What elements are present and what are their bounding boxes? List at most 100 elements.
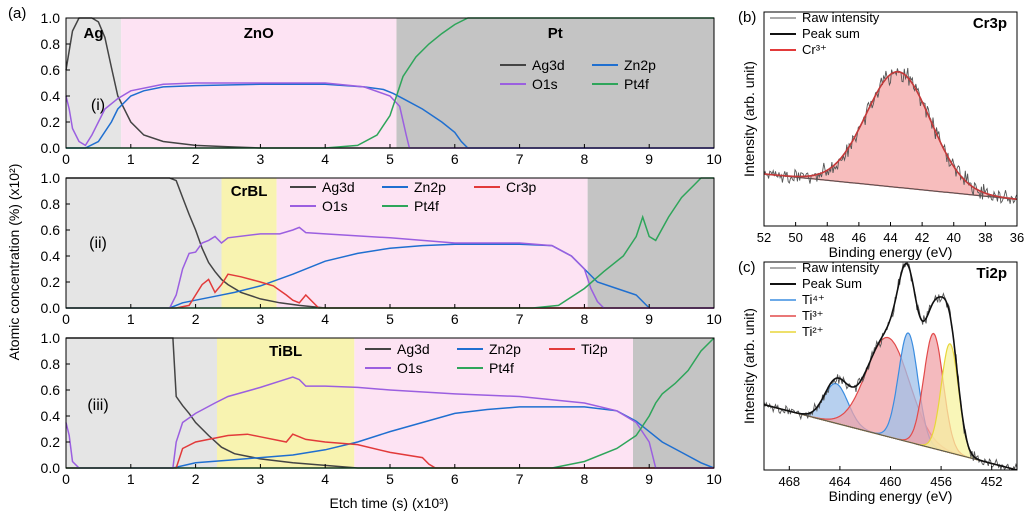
panel-a3-series-zn2p <box>66 406 715 469</box>
panel-a2-x-tick-label: 10 <box>706 311 722 327</box>
panel-b-x-tick-label: 44 <box>883 230 897 245</box>
panel-a3-region-zno-2 <box>354 338 633 468</box>
panel-b-x-axis-label: Binding energy (eV) <box>829 244 953 260</box>
panel-c-legend-label-ti-4: Ti²⁺ <box>802 324 824 339</box>
panel-a3-region-pt-3 <box>633 338 714 468</box>
panel-a3-region-label-tibl: TiBL <box>269 343 302 360</box>
panel-b-x-tick-label: 48 <box>820 230 834 245</box>
panel-a3-x-tick-label: 0 <box>62 471 70 487</box>
panel-a1-region-ag-0 <box>66 18 122 148</box>
panel-a1-region-label-pt: Pt <box>548 25 563 42</box>
panel-a3-x-tick-label: 2 <box>192 471 200 487</box>
panel-a1-x-tick-label: 4 <box>321 151 329 167</box>
panel-a1-y-tick-label: 1.0 <box>41 10 61 26</box>
panel-c-x-axis-label: Binding energy (eV) <box>829 488 953 504</box>
panel-a2-series-o1s <box>66 226 714 309</box>
panel-a3-legend-label-o1s: O1s <box>397 360 423 376</box>
panel-a1-x-tick-label: 6 <box>451 151 459 167</box>
panel-a2-legend-label-o1s: O1s <box>322 198 348 214</box>
panel-a2-y-tick-label: 1.0 <box>41 170 61 186</box>
panel-a1-series-o1s <box>65 82 714 149</box>
panel-c: 468 464 460 456 452 Binding energy (eV) Intens… <box>741 260 1018 504</box>
panel-c-x-tick-label: 468 <box>778 474 800 489</box>
panel-a3-y-tick-label: 0.8 <box>41 356 61 372</box>
panel-a1-x-tick-label: 5 <box>386 151 394 167</box>
panel-a3-legend-label-ag3d: Ag3d <box>397 341 430 357</box>
panel-a2-series-ag3d <box>66 177 714 309</box>
panel-b: 52 50 48 46 44 42 40 38 36 Binding energy (eV) Int… <box>741 10 1024 260</box>
panel-c-legend-label-peak-sum-1: Peak Sum <box>802 276 862 291</box>
panel-c-x-tick-label: 452 <box>981 474 1003 489</box>
panel-a1-series-pt4f <box>66 17 714 149</box>
panel-b-x-tick-label: 42 <box>915 230 929 245</box>
panel-c-legend-label-raw-intensity-0: Raw intensity <box>802 260 880 275</box>
panel-a2-x-tick-label: 0 <box>62 311 70 327</box>
panel-a2-x-tick-label: 2 <box>192 311 200 327</box>
panel-a3-series-ti2p <box>66 433 714 469</box>
panel-a3-x-tick-label: 4 <box>321 471 329 487</box>
panel-a2-y-tick-label: 0.2 <box>41 274 61 290</box>
panel-a2-legend: Ag3d Zn2p Cr3p O1s Pt4f <box>290 179 537 214</box>
panel-b-legend-label-cr-2: Cr³⁺ <box>802 42 827 57</box>
panel-a2-y-tick-label: 0.6 <box>41 222 61 238</box>
panel-b-x-tick-label: 36 <box>1010 230 1024 245</box>
panel-b-x-tick-label: 52 <box>757 230 771 245</box>
panel-b-title: Cr3p <box>973 15 1007 32</box>
panel-a2-y-tick-label: 0.4 <box>41 248 61 264</box>
panel-c-x-tick-label: 456 <box>930 474 952 489</box>
panel-a1-x-tick-label: 2 <box>192 151 200 167</box>
panel-b-x-tick-label: 50 <box>788 230 802 245</box>
panel-c-background-line <box>764 404 1017 470</box>
shared-y-axis-label: Atomic concentration (%) (x10²) <box>6 164 22 361</box>
panel-b-plot-area <box>764 67 1017 204</box>
panel-a2-y-tick-label: 0.8 <box>41 196 61 212</box>
panel-a3-x-tick-label: 3 <box>257 471 265 487</box>
panel-c-plot-area <box>764 262 1017 470</box>
panel-a3-y-tick-label: 1.0 <box>41 330 61 346</box>
panel-a1-y-tick-label: 0.6 <box>41 62 61 78</box>
panel-a1-y-tick-label: 0.4 <box>41 88 61 104</box>
panel-a3-y-tick-label: 0.4 <box>41 408 61 424</box>
panel-a1-x-tick-label: 7 <box>516 151 524 167</box>
panel-a3-x-tick-label: 8 <box>581 471 589 487</box>
panel-a1-legend-label-zn2p: Zn2p <box>624 57 656 73</box>
panel-a1-x-tick-label: 9 <box>645 151 653 167</box>
panel-a2-series-pt4f <box>66 177 714 309</box>
panel-a2-series-cr3p <box>66 273 714 309</box>
panel-a1-y-tick-label: 0.8 <box>41 36 61 52</box>
panel-a2-x-tick-label: 6 <box>451 311 459 327</box>
panel-b-peak-sum-line <box>764 70 1017 201</box>
panel-b-x-tick-label: 46 <box>852 230 866 245</box>
panel-a3-legend: Ag3d Zn2p Ti2p O1s Pt4f <box>365 341 608 376</box>
panel-a1-panel-label: (i) <box>91 97 105 114</box>
panel-a3-y-tick-label: 0.0 <box>41 460 61 476</box>
panel-a2-region-zno-2 <box>276 178 588 308</box>
shared-x-axis-label: Etch time (s) (x10³) <box>329 495 448 511</box>
panel-a3-x-tick-label: 7 <box>516 471 524 487</box>
panel-label-b: (b) <box>738 9 756 26</box>
panel-a1-x-tick-label: 3 <box>257 151 265 167</box>
panel-a3-legend-label-ti2p: Ti2p <box>581 341 608 357</box>
panel-a3-x-tick-label: 10 <box>706 471 722 487</box>
panel-a1-y-tick-label: 0.2 <box>41 114 61 130</box>
panel-c-component-peak-ti-1 <box>764 336 1017 470</box>
panel-a3-panel-label: (iii) <box>87 397 108 414</box>
panel-a2-x-tick-label: 1 <box>127 311 135 327</box>
panel-a3-y-tick-label: 0.6 <box>41 382 61 398</box>
panel-a2-region-pt-3 <box>587 178 714 308</box>
panel-a3-x-tick-label: 9 <box>645 471 653 487</box>
panel-a2-legend-label-ag3d: Ag3d <box>322 179 355 195</box>
panel-label-a: (a) <box>8 5 26 22</box>
panel-a3-series-ag3d <box>66 337 714 469</box>
panel-a2-y-tick-label: 0.0 <box>41 300 61 316</box>
panel-label-c: (c) <box>738 259 756 276</box>
panel-a2-x-tick-label: 5 <box>386 311 394 327</box>
panel-a1-x-tick-label: 8 <box>581 151 589 167</box>
panel-a1-x-tick-label: 1 <box>127 151 135 167</box>
panel-b-component-peak-cr-0 <box>764 71 1017 201</box>
panel-b-legend-label-peak-sum-1: Peak sum <box>802 26 860 41</box>
panel-a1-series-zn2p <box>66 83 714 149</box>
panel-a3-x-tick-label: 6 <box>451 471 459 487</box>
